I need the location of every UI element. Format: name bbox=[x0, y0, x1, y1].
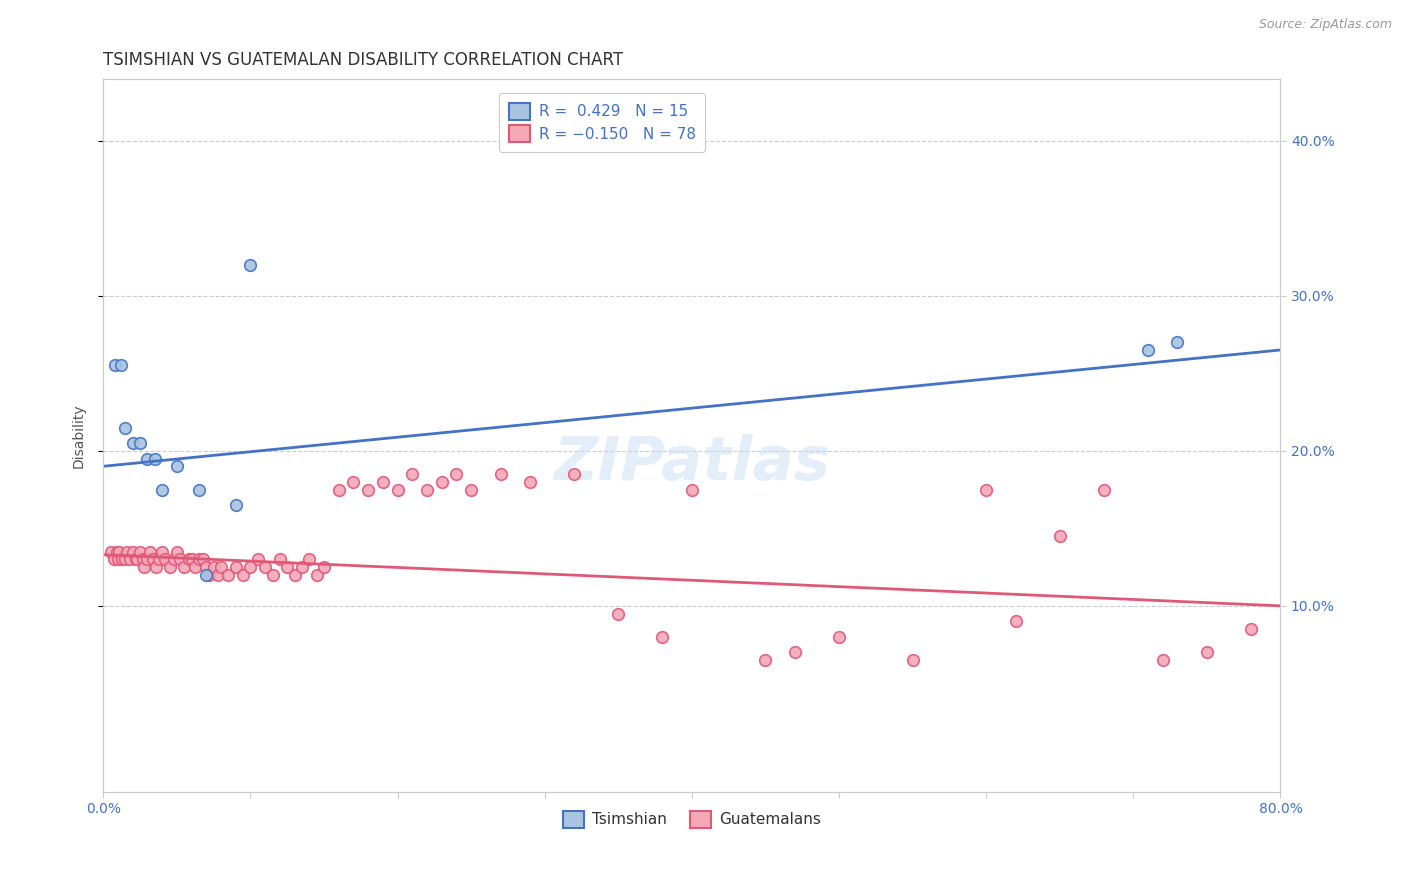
Point bbox=[121, 436, 143, 450]
Point bbox=[136, 451, 159, 466]
Legend: Tsimshian, Guatemalans: Tsimshian, Guatemalans bbox=[557, 805, 827, 834]
Point bbox=[489, 467, 512, 481]
Point bbox=[163, 552, 186, 566]
Point bbox=[357, 483, 380, 497]
Point bbox=[169, 552, 191, 566]
Point bbox=[114, 552, 136, 566]
Point bbox=[232, 567, 254, 582]
Y-axis label: Disability: Disability bbox=[72, 403, 86, 467]
Point bbox=[129, 436, 152, 450]
Point bbox=[153, 552, 176, 566]
Point bbox=[142, 552, 165, 566]
Point bbox=[104, 359, 127, 373]
Point bbox=[262, 567, 284, 582]
Point bbox=[1092, 483, 1115, 497]
Point bbox=[284, 567, 307, 582]
Point bbox=[607, 607, 630, 621]
Point bbox=[239, 258, 262, 272]
Point bbox=[1049, 529, 1071, 543]
Point bbox=[401, 467, 423, 481]
Point bbox=[145, 560, 167, 574]
Point bbox=[207, 567, 229, 582]
Point bbox=[183, 560, 205, 574]
Point bbox=[416, 483, 439, 497]
Text: TSIMSHIAN VS GUATEMALAN DISABILITY CORRELATION CHART: TSIMSHIAN VS GUATEMALAN DISABILITY CORRE… bbox=[103, 51, 623, 69]
Text: Source: ZipAtlas.com: Source: ZipAtlas.com bbox=[1258, 18, 1392, 31]
Point bbox=[107, 552, 129, 566]
Point bbox=[225, 560, 247, 574]
Point bbox=[342, 475, 364, 489]
Point bbox=[1166, 335, 1188, 350]
Point bbox=[111, 552, 134, 566]
Point bbox=[143, 451, 166, 466]
Point bbox=[114, 420, 136, 434]
Point bbox=[187, 552, 209, 566]
Point bbox=[328, 483, 350, 497]
Point bbox=[460, 483, 482, 497]
Point bbox=[148, 552, 170, 566]
Point bbox=[166, 459, 188, 474]
Point bbox=[651, 630, 673, 644]
Point bbox=[180, 552, 202, 566]
Point bbox=[312, 560, 335, 574]
Point bbox=[136, 552, 159, 566]
Text: ZIPatlas: ZIPatlas bbox=[554, 434, 831, 493]
Point bbox=[1240, 622, 1263, 636]
Point bbox=[134, 560, 156, 574]
Point bbox=[1004, 615, 1026, 629]
Point bbox=[754, 653, 776, 667]
Point bbox=[1152, 653, 1174, 667]
Point bbox=[828, 630, 851, 644]
Point bbox=[129, 544, 152, 558]
Point bbox=[298, 552, 321, 566]
Point bbox=[387, 483, 409, 497]
Point bbox=[269, 552, 291, 566]
Point bbox=[446, 467, 468, 481]
Point bbox=[562, 467, 585, 481]
Point bbox=[108, 544, 131, 558]
Point bbox=[100, 544, 122, 558]
Point bbox=[139, 544, 162, 558]
Point bbox=[239, 560, 262, 574]
Point bbox=[246, 552, 269, 566]
Point bbox=[166, 544, 188, 558]
Point bbox=[254, 560, 277, 574]
Point bbox=[187, 483, 209, 497]
Point bbox=[103, 552, 125, 566]
Point bbox=[198, 567, 221, 582]
Point bbox=[193, 552, 215, 566]
Point bbox=[305, 567, 328, 582]
Point bbox=[159, 560, 181, 574]
Point bbox=[150, 483, 173, 497]
Point bbox=[430, 475, 453, 489]
Point bbox=[901, 653, 924, 667]
Point bbox=[105, 544, 128, 558]
Point bbox=[1137, 343, 1160, 357]
Point bbox=[1195, 645, 1218, 659]
Point bbox=[121, 544, 143, 558]
Point bbox=[291, 560, 314, 574]
Point bbox=[173, 560, 195, 574]
Point bbox=[519, 475, 541, 489]
Point bbox=[150, 544, 173, 558]
Point bbox=[681, 483, 703, 497]
Point bbox=[195, 567, 218, 582]
Point bbox=[132, 552, 155, 566]
Point bbox=[127, 552, 149, 566]
Point bbox=[217, 567, 239, 582]
Point bbox=[225, 498, 247, 512]
Point bbox=[276, 560, 298, 574]
Point bbox=[124, 552, 146, 566]
Point bbox=[209, 560, 232, 574]
Point bbox=[115, 544, 138, 558]
Point bbox=[195, 560, 218, 574]
Point bbox=[371, 475, 394, 489]
Point bbox=[118, 552, 141, 566]
Point bbox=[202, 560, 225, 574]
Point bbox=[783, 645, 806, 659]
Point bbox=[177, 552, 200, 566]
Point bbox=[974, 483, 997, 497]
Point bbox=[110, 359, 132, 373]
